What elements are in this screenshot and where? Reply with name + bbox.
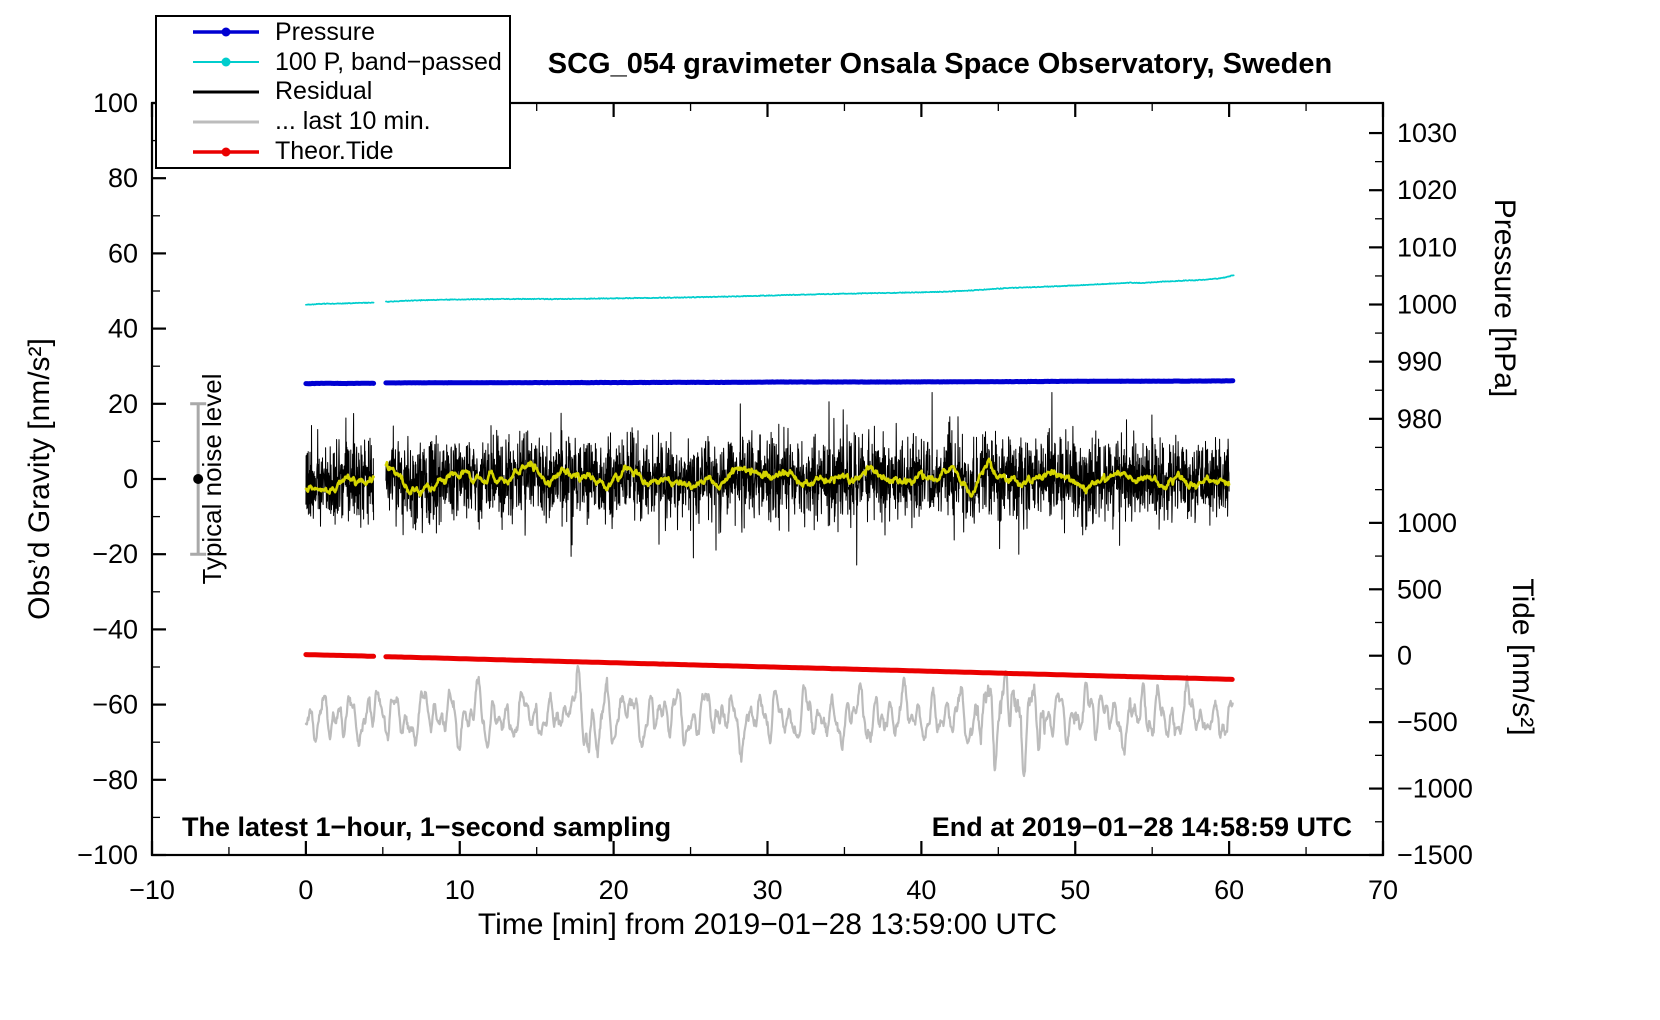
series-pressure xyxy=(383,378,1236,386)
series-residual-smoothed xyxy=(304,457,1231,498)
x-axis-label: Time [min] from 2019−01−28 13:59:00 UTC xyxy=(477,908,1058,941)
y-axis-label-tide: Tide [nm/s²] xyxy=(1506,578,1539,736)
pressure-tick-label: 1030 xyxy=(1397,118,1457,148)
axes: −10 0 10 20 30 40 50 60 70−100−80−60−40−20020406… xyxy=(77,88,1473,905)
x-tick-label: −10 xyxy=(129,875,175,905)
end-note: End at 2019−01−28 14:58:59 UTC xyxy=(931,812,1352,842)
series-band-passed xyxy=(305,301,375,306)
gravity-tick-label: 20 xyxy=(108,389,138,419)
chart-title: SCG_054 gravimeter Onsala Space Observat… xyxy=(547,48,1333,80)
tide-tick-label: −1500 xyxy=(1397,840,1473,870)
tide-tick-label: −1000 xyxy=(1397,774,1473,804)
series-band-passed xyxy=(385,274,1235,303)
gravity-tick-label: 0 xyxy=(123,464,138,494)
legend-item-theor-tide: Theor.Tide xyxy=(157,137,509,166)
pressure-tick-label: 980 xyxy=(1397,404,1442,434)
series-theor-tide xyxy=(303,652,377,659)
x-tick-label: 40 xyxy=(906,875,936,905)
series-theor-tide xyxy=(383,654,1235,682)
legend-label: 100 P, band−passed xyxy=(275,47,502,76)
x-tick-label: 20 xyxy=(599,875,629,905)
pressure-tick-label: 1020 xyxy=(1397,175,1457,205)
series-residual xyxy=(305,392,1230,566)
noise-dot xyxy=(193,474,204,484)
gravity-tick-label: 60 xyxy=(108,238,138,268)
pressure-tick-label: 1010 xyxy=(1397,232,1457,262)
series-pressure xyxy=(303,380,377,387)
tide-tick-label: −500 xyxy=(1397,707,1458,737)
pressure-tick-label: 1000 xyxy=(1397,290,1457,320)
tide-tick-label: 1000 xyxy=(1397,508,1457,538)
pressure-tick-label: 990 xyxy=(1397,347,1442,377)
x-tick-label: 70 xyxy=(1368,875,1398,905)
gravity-tick-label: −20 xyxy=(92,539,138,569)
gravity-tick-label: 40 xyxy=(108,314,138,344)
y-axis-label-pressure: Pressure [hPa] xyxy=(1488,198,1521,398)
gravity-tick-label: 100 xyxy=(93,88,138,118)
residual-line-icon xyxy=(193,90,259,94)
x-tick-label: 10 xyxy=(445,875,475,905)
legend-item-band-passed: 100 P, band−passed xyxy=(157,48,509,77)
y-axis-label-gravity: Obs’d Gravity [nm/s²] xyxy=(23,338,56,620)
legend: Pressure 100 P, band−passed Residual... la… xyxy=(155,15,511,169)
theor-tide-line-icon xyxy=(193,147,259,157)
pressure-line-icon xyxy=(193,27,259,37)
band-passed-line-icon xyxy=(193,57,259,67)
legend-label: ... last 10 min. xyxy=(275,107,431,136)
x-tick-label: 50 xyxy=(1060,875,1090,905)
x-tick-label: 30 xyxy=(752,875,782,905)
gravity-tick-label: 80 xyxy=(108,163,138,193)
x-tick-label: 60 xyxy=(1214,875,1244,905)
noise-level-label: Typical noise level xyxy=(197,374,227,585)
tide-tick-label: 0 xyxy=(1397,641,1412,671)
legend-label: Pressure xyxy=(275,17,376,46)
legend-item-last10: ... last 10 min. xyxy=(157,107,509,136)
legend-item-pressure: Pressure xyxy=(157,18,509,47)
sampling-note: The latest 1−hour, 1−second sampling xyxy=(182,812,672,842)
gravity-tick-label: −100 xyxy=(77,840,138,870)
gravity-tick-label: −40 xyxy=(92,614,138,644)
gravity-tick-label: −60 xyxy=(92,690,138,720)
last10-line-icon xyxy=(193,120,259,124)
x-tick-label: 0 xyxy=(298,875,313,905)
series-last10 xyxy=(304,664,1234,778)
legend-label: Residual xyxy=(275,77,373,106)
gravity-tick-label: −80 xyxy=(92,765,138,795)
legend-item-residual: Residual xyxy=(157,77,509,106)
legend-label: Theor.Tide xyxy=(275,137,394,166)
tide-tick-label: 500 xyxy=(1397,574,1442,604)
